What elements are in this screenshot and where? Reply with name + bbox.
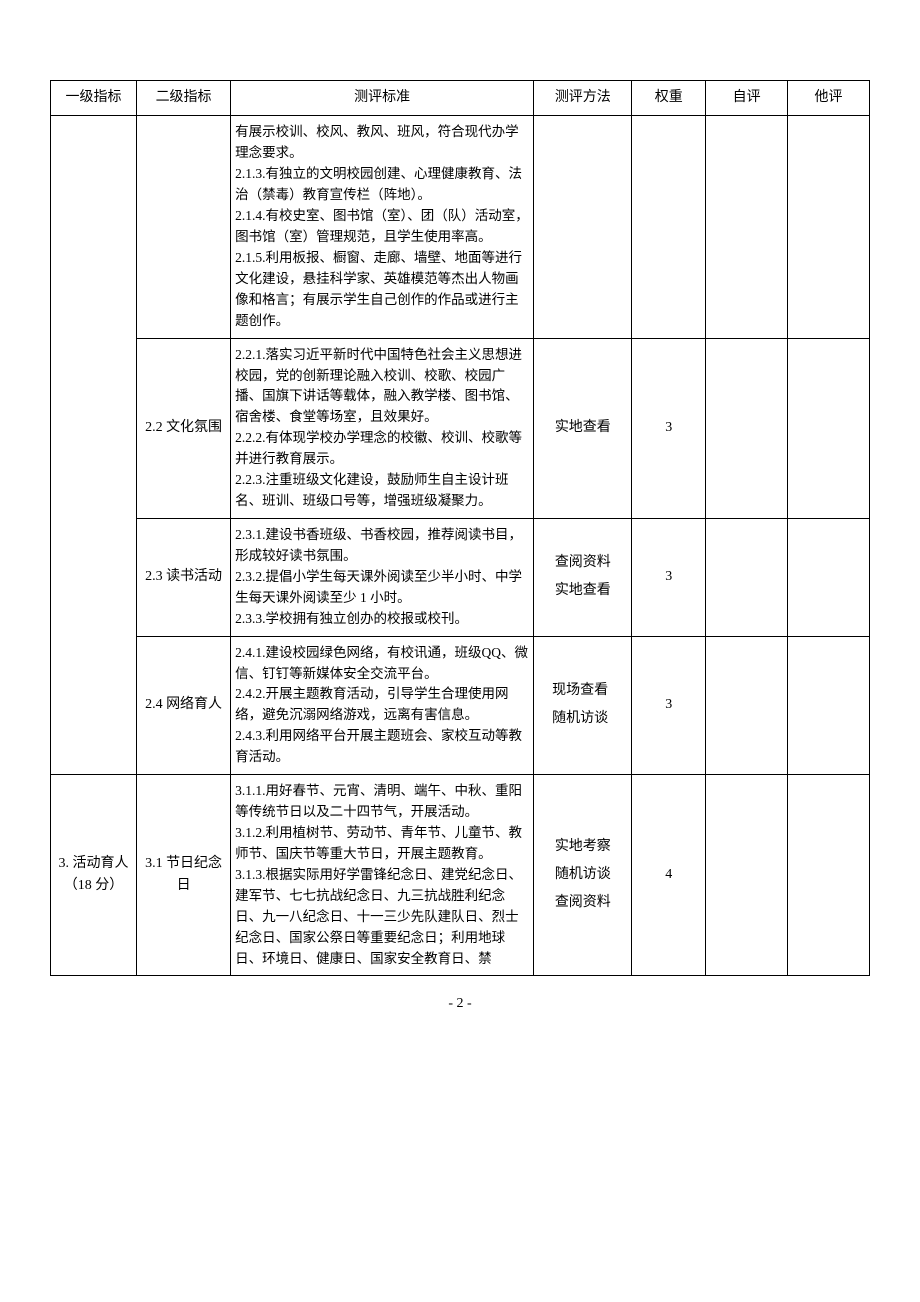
cell-level1-0: [51, 116, 137, 775]
cell-self-3: [706, 636, 788, 775]
evaluation-table: 一级指标 二级指标 测评标准 测评方法 权重 自评 他评 有展示校训、校风、教风…: [50, 80, 870, 976]
cell-other-2: [788, 518, 870, 636]
header-weight: 权重: [632, 81, 706, 116]
cell-standard-3: 2.4.1.建设校园绿色网络，有校讯通，班级QQ、微信、钉钉等新媒体安全交流平台…: [231, 636, 534, 775]
header-method: 测评方法: [534, 81, 632, 116]
cell-weight-1: 3: [632, 338, 706, 518]
header-level2: 二级指标: [136, 81, 230, 116]
table-row: 2.2 文化氛围 2.2.1.落实习近平新时代中国特色社会主义思想进校园，党的创…: [51, 338, 870, 518]
cell-method-2: 查阅资料 实地查看: [534, 518, 632, 636]
cell-standard-1: 2.2.1.落实习近平新时代中国特色社会主义思想进校园，党的创新理论融入校训、校…: [231, 338, 534, 518]
cell-weight-2: 3: [632, 518, 706, 636]
table-row: 3. 活动育人（18 分） 3.1 节日纪念日 3.1.1.用好春节、元宵、清明…: [51, 775, 870, 976]
cell-level2-2: 2.3 读书活动: [136, 518, 230, 636]
table-row: 2.4 网络育人 2.4.1.建设校园绿色网络，有校讯通，班级QQ、微信、钉钉等…: [51, 636, 870, 775]
cell-level2-0: [136, 116, 230, 338]
cell-other-4: [788, 775, 870, 976]
cell-weight-0: [632, 116, 706, 338]
header-self: 自评: [706, 81, 788, 116]
table-row: 2.3 读书活动 2.3.1.建设书香班级、书香校园，推荐阅读书目，形成较好读书…: [51, 518, 870, 636]
header-standard: 测评标准: [231, 81, 534, 116]
cell-other-1: [788, 338, 870, 518]
cell-method-0: [534, 116, 632, 338]
cell-standard-2: 2.3.1.建设书香班级、书香校园，推荐阅读书目，形成较好读书氛围。 2.3.2…: [231, 518, 534, 636]
cell-level2-4: 3.1 节日纪念日: [136, 775, 230, 976]
cell-other-0: [788, 116, 870, 338]
cell-weight-3: 3: [632, 636, 706, 775]
cell-weight-4: 4: [632, 775, 706, 976]
cell-level2-1: 2.2 文化氛围: [136, 338, 230, 518]
cell-self-4: [706, 775, 788, 976]
header-row: 一级指标 二级指标 测评标准 测评方法 权重 自评 他评: [51, 81, 870, 116]
cell-method-3: 现场查看 随机访谈: [534, 636, 632, 775]
cell-level2-3: 2.4 网络育人: [136, 636, 230, 775]
page-footer: - 2 -: [50, 996, 870, 1012]
cell-method-1: 实地查看: [534, 338, 632, 518]
cell-standard-0: 有展示校训、校风、教风、班风，符合现代办学理念要求。 2.1.3.有独立的文明校…: [231, 116, 534, 338]
cell-other-3: [788, 636, 870, 775]
table-row: 有展示校训、校风、教风、班风，符合现代办学理念要求。 2.1.3.有独立的文明校…: [51, 116, 870, 338]
header-other: 他评: [788, 81, 870, 116]
cell-level1-4: 3. 活动育人（18 分）: [51, 775, 137, 976]
cell-self-0: [706, 116, 788, 338]
cell-self-1: [706, 338, 788, 518]
cell-self-2: [706, 518, 788, 636]
cell-standard-4: 3.1.1.用好春节、元宵、清明、端午、中秋、重阳等传统节日以及二十四节气，开展…: [231, 775, 534, 976]
header-level1: 一级指标: [51, 81, 137, 116]
cell-method-4: 实地考察 随机访谈 查阅资料: [534, 775, 632, 976]
page-number: - 2 -: [448, 996, 471, 1011]
